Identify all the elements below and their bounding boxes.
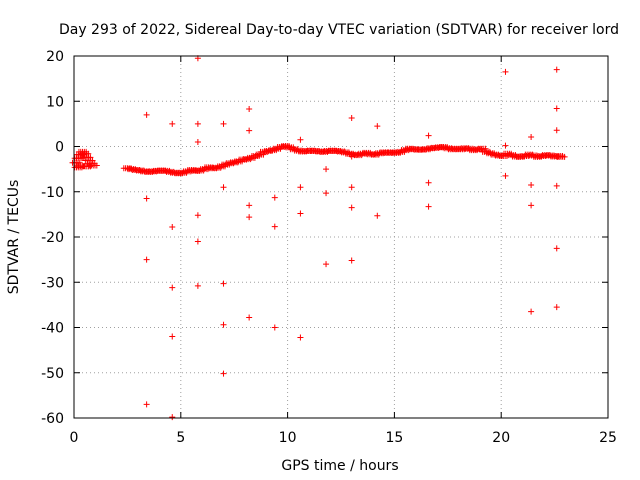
outlier-point	[528, 202, 535, 209]
outlier-point	[348, 204, 355, 211]
outlier-point	[553, 105, 560, 112]
outlier-point	[143, 401, 150, 408]
outlier-point	[528, 308, 535, 315]
y-tick-label: 0	[55, 140, 64, 156]
x-axis-title: GPS time / hours	[281, 458, 398, 474]
track-point	[93, 162, 100, 169]
outlier-point	[297, 334, 304, 341]
data-marks	[69, 55, 568, 421]
track-point	[87, 163, 94, 170]
outlier-point	[553, 245, 560, 252]
outlier-point	[553, 66, 560, 73]
outlier-point	[271, 324, 278, 331]
grid-layer	[74, 56, 608, 418]
axis-ticks: 0 5 10 15 20 25 -60 -50 -40 -30 -20 -10 0 10 20	[41, 49, 617, 446]
outlier-point	[143, 195, 150, 202]
series-outliers	[143, 55, 560, 421]
outlier-point	[348, 184, 355, 191]
outlier-point	[169, 284, 176, 291]
outlier-point	[194, 120, 201, 127]
outlier-point	[425, 203, 432, 210]
outlier-point	[425, 179, 432, 186]
outlier-point	[348, 114, 355, 121]
outlier-point	[297, 210, 304, 217]
outlier-point	[374, 123, 381, 130]
y-tick-label: -40	[41, 321, 64, 337]
outlier-point	[271, 223, 278, 230]
series-dense-track	[69, 143, 568, 177]
track-point	[561, 153, 568, 160]
outlier-point	[169, 120, 176, 127]
y-tick-label: 20	[46, 49, 64, 65]
outlier-point	[528, 181, 535, 188]
x-tick-label: 20	[492, 430, 510, 446]
y-tick-label: 10	[46, 94, 64, 110]
outlier-point	[502, 68, 509, 75]
outlier-point	[169, 333, 176, 340]
outlier-point	[348, 153, 355, 160]
outlier-point	[169, 414, 176, 421]
outlier-point	[246, 105, 253, 112]
outlier-point	[220, 280, 227, 287]
outlier-point	[271, 194, 278, 201]
track-point	[78, 164, 85, 171]
outlier-point	[502, 172, 509, 179]
outlier-point	[323, 166, 330, 173]
outlier-point	[323, 190, 330, 197]
outlier-point	[374, 212, 381, 219]
outlier-point	[297, 184, 304, 191]
outlier-point	[502, 142, 509, 149]
y-tick-label: -20	[41, 230, 64, 246]
outlier-point	[143, 111, 150, 118]
y-tick-label: -10	[41, 185, 64, 201]
outlier-point	[220, 184, 227, 191]
outlier-point	[246, 214, 253, 221]
x-tick-label: 15	[385, 430, 403, 446]
outlier-point	[323, 261, 330, 268]
outlier-point	[553, 127, 560, 134]
y-axis-title: SDTVAR / TECUs	[6, 180, 22, 295]
x-tick-label: 10	[279, 430, 297, 446]
outlier-point	[220, 370, 227, 377]
outlier-point	[297, 136, 304, 143]
outlier-point	[528, 133, 535, 140]
outlier-point	[553, 304, 560, 311]
outlier-point	[194, 282, 201, 289]
outlier-point	[194, 212, 201, 219]
outlier-point	[348, 257, 355, 264]
outlier-point	[194, 238, 201, 245]
x-tick-label: 25	[599, 430, 617, 446]
outlier-point	[169, 224, 176, 231]
outlier-point	[220, 321, 227, 328]
x-tick-label: 0	[70, 430, 79, 446]
outlier-point	[194, 138, 201, 145]
outlier-point	[143, 256, 150, 263]
outlier-point	[246, 202, 253, 209]
outlier-point	[425, 132, 432, 139]
y-tick-label: -60	[41, 411, 64, 427]
y-tick-label: -30	[41, 275, 64, 291]
outlier-point	[553, 182, 560, 189]
track-point	[482, 145, 489, 152]
outlier-point	[246, 127, 253, 134]
x-tick-label: 5	[176, 430, 185, 446]
chart-title: Day 293 of 2022, Sidereal Day-to-day VTE…	[59, 22, 619, 38]
outlier-point	[246, 314, 253, 321]
outlier-point	[220, 120, 227, 127]
y-tick-label: -50	[41, 366, 64, 382]
